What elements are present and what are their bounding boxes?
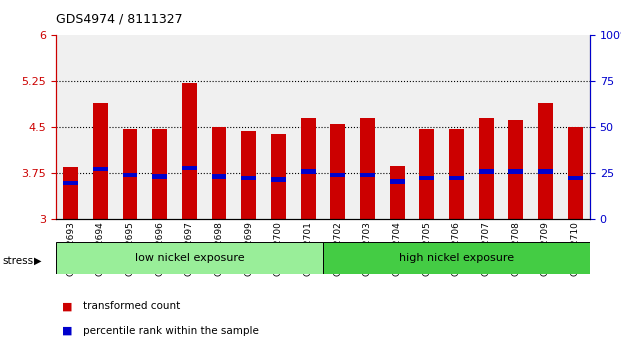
Bar [538, 170, 553, 174]
Bar [93, 167, 108, 171]
Bar [56, 242, 323, 274]
Bar [509, 120, 523, 219]
Bar [242, 131, 256, 219]
Bar [212, 175, 227, 179]
Bar [152, 175, 167, 179]
Bar [93, 103, 108, 219]
Text: stress: stress [2, 256, 34, 266]
Bar [419, 129, 434, 219]
Text: ▶: ▶ [34, 256, 41, 266]
Bar [330, 124, 345, 219]
Bar [479, 170, 494, 174]
Bar [479, 118, 494, 219]
Text: ■: ■ [62, 301, 73, 311]
Bar [271, 133, 286, 219]
Bar [182, 83, 197, 219]
Bar [449, 129, 464, 219]
Bar [301, 118, 315, 219]
Bar [242, 176, 256, 180]
Bar [122, 173, 137, 177]
Bar [271, 177, 286, 182]
Bar [389, 179, 404, 184]
Bar [301, 170, 315, 174]
Bar [323, 242, 590, 274]
Bar [63, 167, 78, 219]
Bar [182, 166, 197, 170]
Bar [152, 129, 167, 219]
Bar [360, 173, 375, 177]
Bar [568, 127, 582, 219]
Bar [419, 176, 434, 180]
Text: low nickel exposure: low nickel exposure [135, 253, 244, 263]
Text: percentile rank within the sample: percentile rank within the sample [83, 326, 258, 336]
Bar [360, 118, 375, 219]
Text: high nickel exposure: high nickel exposure [399, 253, 514, 263]
Bar [389, 166, 404, 219]
Bar [538, 103, 553, 219]
Text: GDS4974 / 8111327: GDS4974 / 8111327 [56, 12, 183, 25]
Text: transformed count: transformed count [83, 301, 180, 311]
Bar [330, 173, 345, 177]
Bar [122, 129, 137, 219]
Text: ■: ■ [62, 326, 73, 336]
Bar [63, 181, 78, 185]
Bar [568, 176, 582, 180]
Bar [509, 170, 523, 174]
Bar [212, 127, 227, 219]
Bar [449, 176, 464, 180]
